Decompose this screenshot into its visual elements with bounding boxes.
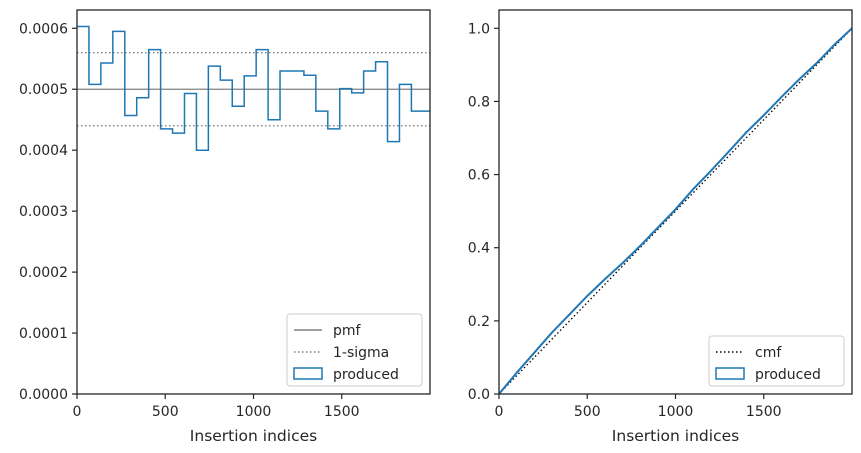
y-tick-label: 0.0001 [19, 326, 68, 342]
legend-swatch-produced [293, 367, 323, 380]
cmf-line [499, 27, 852, 394]
y-tick-label: 1.0 [468, 21, 490, 37]
y-tick-label: 0.0 [468, 387, 490, 403]
x-tick-label: 0 [495, 404, 504, 420]
y-tick-label: 0.0004 [19, 143, 68, 159]
x-tick-label: 500 [152, 404, 179, 420]
x-axis-label: Insertion indices [190, 427, 317, 445]
y-tick-label: 0.6 [468, 168, 490, 184]
x-tick-label: 1000 [236, 404, 272, 420]
legend-label: pmf [333, 323, 362, 339]
y-tick-label: 0.2 [468, 314, 490, 330]
legend-label: 1-sigma [333, 345, 389, 361]
produced-histogram [77, 25, 430, 151]
y-tick-label: 0.0002 [19, 265, 68, 281]
legend-box [708, 335, 845, 387]
x-axis-label: Insertion indices [612, 427, 739, 445]
x-tick-label: 1000 [658, 404, 694, 420]
y-tick-label: 0.0000 [19, 387, 68, 403]
y-tick-label: 0.8 [468, 94, 490, 110]
x-tick-label: 1500 [746, 404, 782, 420]
x-tick-label: 500 [574, 404, 601, 420]
legend-label: produced [333, 367, 399, 383]
produced-cumulative [499, 27, 852, 394]
y-tick-label: 0.0005 [19, 82, 68, 98]
legend-label: cmf [755, 345, 782, 361]
y-tick-label: 0.0003 [19, 204, 68, 220]
y-tick-label: 0.0006 [19, 21, 68, 37]
legend-swatch-produced [715, 367, 745, 380]
plot-area [77, 25, 430, 151]
x-tick-label: 0 [73, 404, 82, 420]
x-tick-label: 1500 [324, 404, 360, 420]
cmf-panel: 0 500 1000 1500 0.0 0.2 0.4 0.6 0.8 1.0 Insertion … [468, 9, 853, 445]
y-tick-label: 0.4 [468, 241, 490, 257]
pmf-panel: 0 500 1000 1500 0.0000 0.0001 0.0002 0.0003 0.00… [19, 9, 431, 445]
legend-label: produced [755, 367, 821, 383]
plot-area [499, 27, 852, 394]
